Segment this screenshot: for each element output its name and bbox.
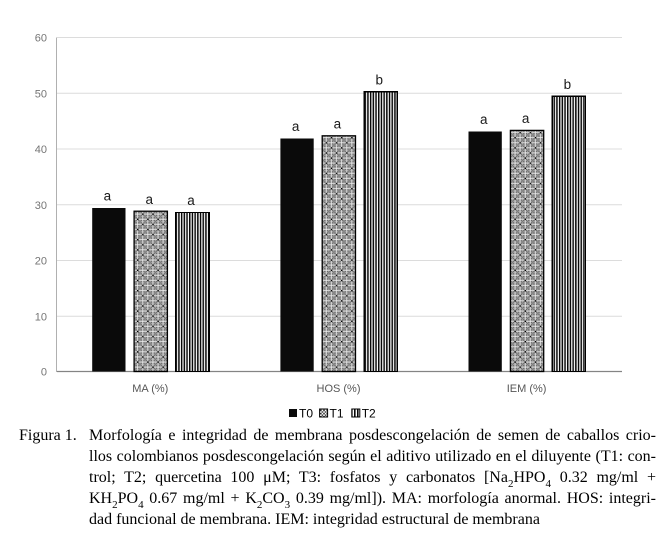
svg-text:50: 50 — [35, 88, 47, 100]
svg-text:0: 0 — [41, 367, 47, 379]
svg-text:30: 30 — [35, 200, 47, 212]
svg-text:MA (%): MA (%) — [132, 383, 168, 395]
svg-text:60: 60 — [35, 33, 47, 45]
svg-text:b: b — [375, 73, 383, 88]
svg-text:a: a — [292, 119, 300, 134]
svg-text:a: a — [480, 112, 488, 127]
svg-text:a: a — [145, 192, 153, 207]
svg-text:a: a — [522, 111, 530, 126]
svg-text:a: a — [334, 117, 342, 132]
svg-text:a: a — [104, 189, 112, 204]
svg-text:40: 40 — [35, 144, 47, 156]
svg-text:IEM (%): IEM (%) — [507, 383, 547, 395]
svg-text:HOS (%): HOS (%) — [317, 383, 361, 395]
svg-text:a: a — [187, 193, 195, 208]
svg-text:T0: T0 — [299, 406, 313, 420]
svg-text:T1: T1 — [330, 406, 344, 420]
svg-text:b: b — [564, 77, 572, 92]
svg-text:T2: T2 — [362, 406, 376, 420]
svg-text:10: 10 — [35, 311, 47, 323]
svg-text:20: 20 — [35, 256, 47, 268]
